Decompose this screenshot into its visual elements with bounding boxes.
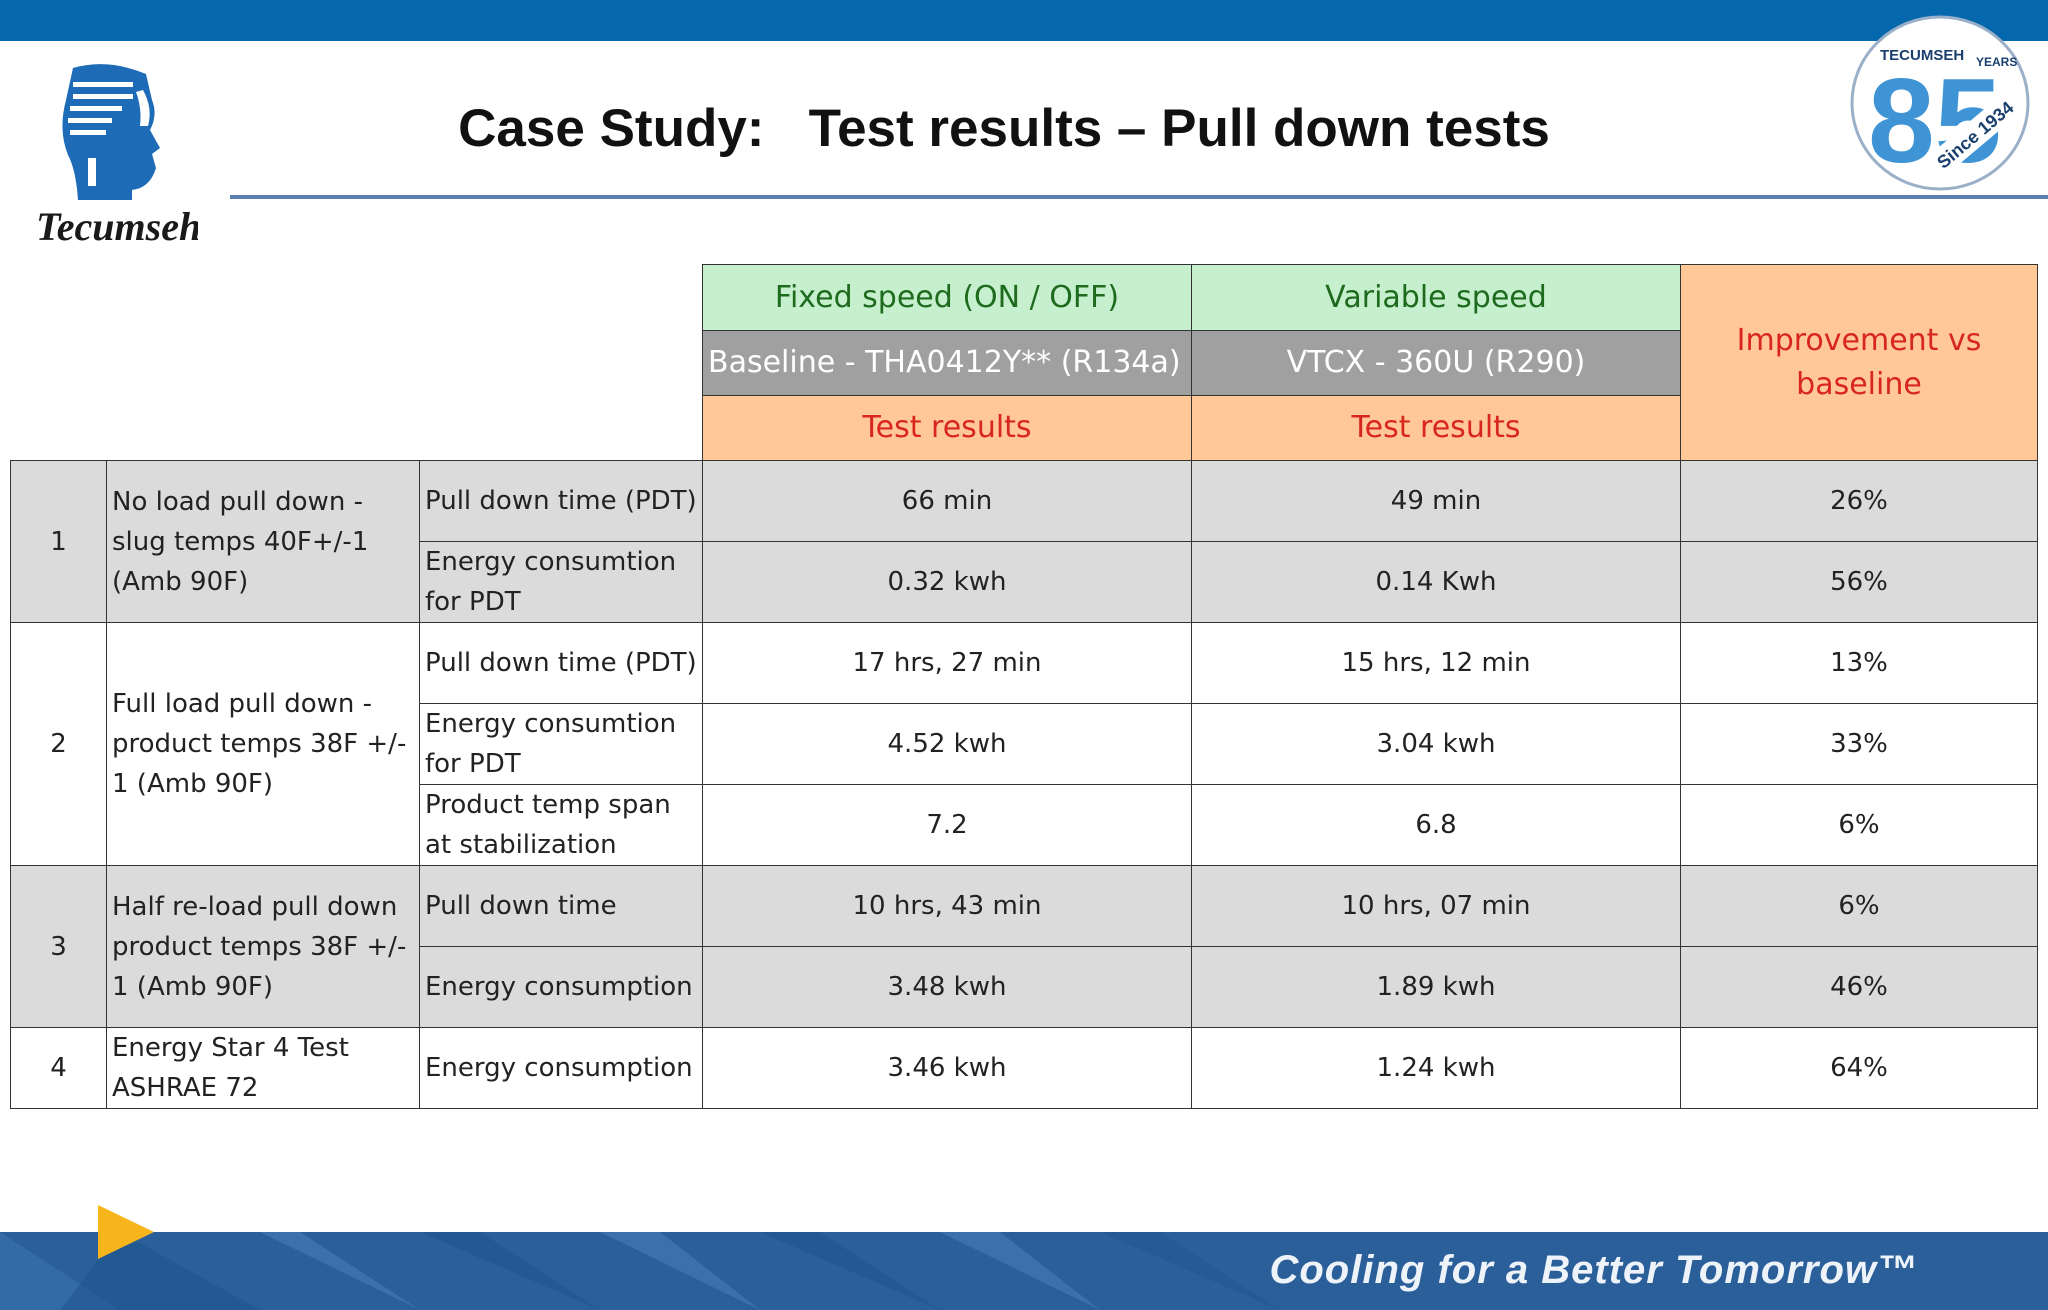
variable-value: 3.04 kwh xyxy=(1191,703,1681,785)
variable-value: 15 hrs, 12 min xyxy=(1191,622,1681,704)
variable-value: 1.24 kwh xyxy=(1191,1027,1681,1109)
improvement-value: 13% xyxy=(1680,622,2038,704)
metric-label: Energy consumption xyxy=(419,946,703,1028)
test-description: Half re-load pull down product temps 38F… xyxy=(106,865,420,1028)
improvement-value: 6% xyxy=(1680,784,2038,866)
test-number: 2 xyxy=(10,622,107,866)
badge-years: YEARS xyxy=(1976,55,2017,69)
test-description: Energy Star 4 Test ASHRAE 72 xyxy=(106,1027,420,1109)
table-row: 2 Full load pull down - product temps 38… xyxy=(10,622,2038,866)
test-number: 4 xyxy=(10,1027,107,1109)
badge-tecumseh-text: TECUMSEH xyxy=(1880,47,1964,64)
top-banner xyxy=(0,0,2048,41)
metric-label: Product temp span at stabilization xyxy=(419,784,703,866)
improvement-value: 64% xyxy=(1680,1027,2038,1109)
page-title: Case Study: Test results – Pull down tes… xyxy=(458,99,1550,158)
play-arrow-icon xyxy=(98,1205,154,1259)
variable-value: 6.8 xyxy=(1191,784,1681,866)
baseline-value: 17 hrs, 27 min xyxy=(702,622,1192,704)
results-table: Fixed speed (ON / OFF) Variable speed Im… xyxy=(10,264,2038,1109)
baseline-value: 10 hrs, 43 min xyxy=(702,865,1192,947)
baseline-value: 3.48 kwh xyxy=(702,946,1192,1028)
title-divider xyxy=(230,195,2048,199)
header-test-results: Test results xyxy=(1191,395,1681,461)
test-description: No load pull down - slug temps 40F+/-1 (… xyxy=(106,460,420,623)
improvement-value: 46% xyxy=(1680,946,2038,1028)
metric-label: Pull down time xyxy=(419,865,703,947)
metric-label: Energy consumption xyxy=(419,1027,703,1109)
header-variable-speed: Variable speed xyxy=(1191,264,1681,331)
variable-value: 10 hrs, 07 min xyxy=(1191,865,1681,947)
baseline-value: 0.32 kwh xyxy=(702,541,1192,623)
metric-label: Pull down time (PDT) xyxy=(419,460,703,542)
table-row: 3 Half re-load pull down product temps 3… xyxy=(10,865,2038,1028)
metric-label: Pull down time (PDT) xyxy=(419,622,703,704)
footer-tagline: Cooling for a Better Tomorrow™ xyxy=(1269,1248,1918,1292)
baseline-value: 66 min xyxy=(702,460,1192,542)
improvement-value: 26% xyxy=(1680,460,2038,542)
85-years-badge: TECUMSEH 85 YEARS Since 1934 xyxy=(1850,15,2030,191)
baseline-value: 3.46 kwh xyxy=(702,1027,1192,1109)
variable-value: 1.89 kwh xyxy=(1191,946,1681,1028)
variable-value: 49 min xyxy=(1191,460,1681,542)
header-test-results: Test results xyxy=(702,395,1192,461)
footer-banner xyxy=(0,1232,2048,1310)
header-improvement: Improvement vs baseline xyxy=(1680,264,2038,461)
test-description: Full load pull down - product temps 38F … xyxy=(106,622,420,866)
table-row: 4 Energy Star 4 Test ASHRAE 72 Energy co… xyxy=(10,1027,2038,1109)
table-row: 1 No load pull down - slug temps 40F+/-1… xyxy=(10,460,2038,623)
improvement-value: 6% xyxy=(1680,865,2038,947)
footer-pattern xyxy=(0,1232,1280,1310)
test-number: 3 xyxy=(10,865,107,1028)
metric-label: Energy consumtion for PDT xyxy=(419,703,703,785)
variable-value: 0.14 Kwh xyxy=(1191,541,1681,623)
improvement-value: 33% xyxy=(1680,703,2038,785)
header-baseline-model: Baseline - THA0412Y** (R134a) xyxy=(702,330,1192,396)
baseline-value: 7.2 xyxy=(702,784,1192,866)
tecumseh-wordmark: Tecumseh xyxy=(36,204,198,249)
header-vtcx-model: VTCX - 360U (R290) xyxy=(1191,330,1681,396)
header-fixed-speed: Fixed speed (ON / OFF) xyxy=(702,264,1192,331)
tecumseh-logo: Tecumseh xyxy=(36,64,198,249)
metric-label: Energy consumtion for PDT xyxy=(419,541,703,623)
improvement-value: 56% xyxy=(1680,541,2038,623)
baseline-value: 4.52 kwh xyxy=(702,703,1192,785)
test-number: 1 xyxy=(10,460,107,623)
